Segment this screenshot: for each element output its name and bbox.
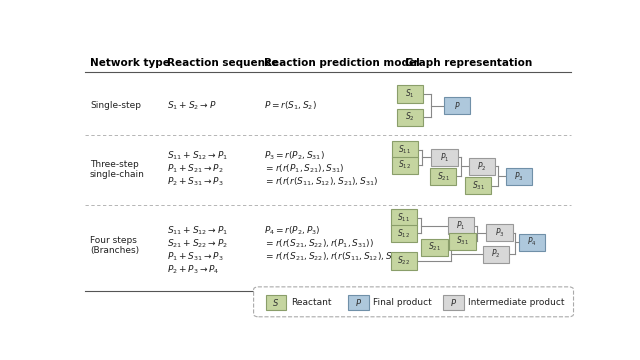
Text: $P_{2}$: $P_{2}$ bbox=[491, 248, 500, 260]
Text: $P$: $P$ bbox=[454, 100, 460, 111]
FancyBboxPatch shape bbox=[397, 109, 423, 126]
Text: Three-step
single-chain: Three-step single-chain bbox=[90, 159, 145, 179]
Text: $P_2 + S_{31} \rightarrow P_3$: $P_2 + S_{31} \rightarrow P_3$ bbox=[167, 175, 223, 188]
FancyBboxPatch shape bbox=[392, 141, 418, 158]
Text: Reactant: Reactant bbox=[291, 298, 332, 307]
FancyBboxPatch shape bbox=[483, 246, 509, 263]
FancyBboxPatch shape bbox=[444, 97, 470, 114]
FancyBboxPatch shape bbox=[266, 296, 286, 310]
Text: $S_{31}$: $S_{31}$ bbox=[472, 179, 485, 192]
FancyBboxPatch shape bbox=[397, 85, 423, 103]
Text: Graph representation: Graph representation bbox=[405, 58, 532, 68]
Text: $S_{31}$: $S_{31}$ bbox=[456, 235, 469, 247]
Text: $S_{21}$: $S_{21}$ bbox=[436, 170, 450, 183]
FancyBboxPatch shape bbox=[430, 168, 456, 185]
Text: $P_{4}$: $P_{4}$ bbox=[527, 236, 537, 248]
Text: $= r(r(P_1, S_{21}), S_{31})$: $= r(r(P_1, S_{21}), S_{31})$ bbox=[264, 162, 344, 175]
FancyBboxPatch shape bbox=[448, 217, 474, 234]
Text: $S_{11}$: $S_{11}$ bbox=[398, 143, 412, 156]
FancyBboxPatch shape bbox=[468, 158, 495, 175]
Text: $S_{1}$: $S_{1}$ bbox=[405, 88, 415, 100]
FancyBboxPatch shape bbox=[391, 225, 417, 242]
Text: $P$: $P$ bbox=[450, 297, 457, 308]
FancyBboxPatch shape bbox=[422, 239, 448, 256]
FancyBboxPatch shape bbox=[486, 224, 513, 242]
Text: $S_{2}$: $S_{2}$ bbox=[405, 111, 415, 123]
Text: Single-step: Single-step bbox=[90, 101, 141, 110]
Text: Intermediate product: Intermediate product bbox=[468, 298, 565, 307]
FancyBboxPatch shape bbox=[431, 149, 458, 166]
FancyBboxPatch shape bbox=[518, 234, 545, 251]
Text: $S_{11}$: $S_{11}$ bbox=[397, 212, 410, 224]
Text: $P_{1}$: $P_{1}$ bbox=[456, 219, 466, 232]
Text: $P_{1}$: $P_{1}$ bbox=[440, 151, 449, 164]
FancyBboxPatch shape bbox=[348, 296, 369, 310]
Text: $S_{12}$: $S_{12}$ bbox=[398, 159, 412, 171]
FancyBboxPatch shape bbox=[443, 296, 464, 310]
Text: Reaction sequence: Reaction sequence bbox=[167, 58, 278, 68]
Text: $P_1 + S_{31} \rightarrow P_3$: $P_1 + S_{31} \rightarrow P_3$ bbox=[167, 250, 223, 262]
Text: $S$: $S$ bbox=[273, 297, 280, 308]
Text: $S_{12}$: $S_{12}$ bbox=[397, 227, 410, 240]
Text: $S_1 + S_2 \rightarrow P$: $S_1 + S_2 \rightarrow P$ bbox=[167, 99, 216, 112]
FancyBboxPatch shape bbox=[253, 287, 573, 317]
Text: Final product: Final product bbox=[373, 298, 432, 307]
FancyBboxPatch shape bbox=[506, 168, 532, 185]
Text: $S_{21}$: $S_{21}$ bbox=[428, 241, 441, 253]
FancyBboxPatch shape bbox=[391, 252, 417, 270]
Text: $P_{3}$: $P_{3}$ bbox=[514, 170, 524, 183]
Text: $= r(r(S_{21}, S_{22}), r(P_1, S_{31}))$: $= r(r(S_{21}, S_{22}), r(P_1, S_{31}))$ bbox=[264, 237, 373, 249]
Text: $P_{2}$: $P_{2}$ bbox=[477, 160, 486, 172]
FancyBboxPatch shape bbox=[449, 233, 476, 250]
Text: $P_2 + P_3 \rightarrow P_4$: $P_2 + P_3 \rightarrow P_4$ bbox=[167, 263, 220, 276]
Text: $P_1 + S_{21} \rightarrow P_2$: $P_1 + S_{21} \rightarrow P_2$ bbox=[167, 162, 223, 175]
Text: Reaction prediction model: Reaction prediction model bbox=[264, 58, 419, 68]
Text: $P$: $P$ bbox=[355, 297, 362, 308]
FancyBboxPatch shape bbox=[465, 177, 492, 194]
Text: Four steps
(Branches): Four steps (Branches) bbox=[90, 236, 139, 255]
Text: $P_{3}$: $P_{3}$ bbox=[495, 226, 504, 239]
Text: $= r(r(S_{21}, S_{22}), r(r(S_{11}, S_{12}), S_{31}))$: $= r(r(S_{21}, S_{22}), r(r(S_{11}, S_{1… bbox=[264, 250, 407, 262]
Text: $P_3 = r(P_2, S_{31})$: $P_3 = r(P_2, S_{31})$ bbox=[264, 149, 324, 162]
Text: $S_{22}$: $S_{22}$ bbox=[397, 255, 410, 267]
Text: $P_4 = r(P_2, P_3)$: $P_4 = r(P_2, P_3)$ bbox=[264, 224, 320, 237]
Text: $= r(r(r(S_{11}, S_{12}), S_{21}), S_{31})$: $= r(r(r(S_{11}, S_{12}), S_{21}), S_{31… bbox=[264, 175, 378, 188]
FancyBboxPatch shape bbox=[391, 209, 417, 226]
Text: Network type: Network type bbox=[90, 58, 170, 68]
Text: $S_{11} + S_{12} \rightarrow P_1$: $S_{11} + S_{12} \rightarrow P_1$ bbox=[167, 149, 228, 162]
Text: $P = r(S_1, S_2)$: $P = r(S_1, S_2)$ bbox=[264, 99, 317, 112]
FancyBboxPatch shape bbox=[392, 157, 418, 174]
Text: $S_{21} + S_{22} \rightarrow P_2$: $S_{21} + S_{22} \rightarrow P_2$ bbox=[167, 237, 228, 249]
Text: $S_{11} + S_{12} \rightarrow P_1$: $S_{11} + S_{12} \rightarrow P_1$ bbox=[167, 224, 228, 237]
